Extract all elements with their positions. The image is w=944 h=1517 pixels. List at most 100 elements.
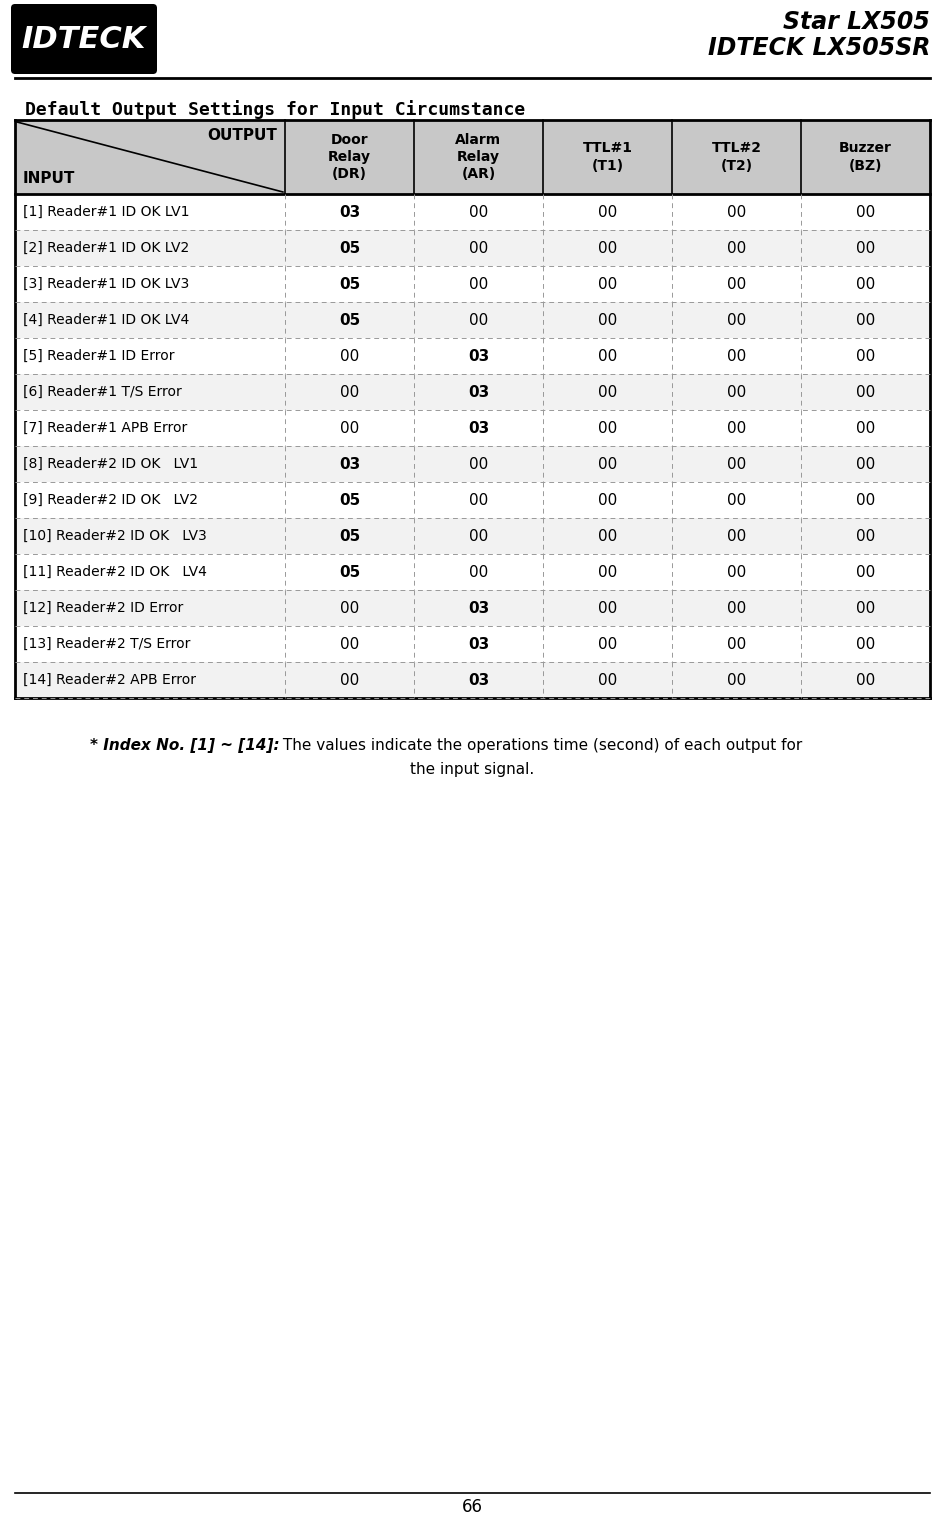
Text: 00: 00 <box>340 349 359 364</box>
Text: 05: 05 <box>339 564 360 579</box>
Text: 00: 00 <box>855 420 874 435</box>
Text: 00: 00 <box>468 528 487 543</box>
Text: 00: 00 <box>468 205 487 220</box>
Text: 00: 00 <box>855 205 874 220</box>
Text: 05: 05 <box>339 528 360 543</box>
Text: 00: 00 <box>855 672 874 687</box>
Text: [5] Reader#1 ID Error: [5] Reader#1 ID Error <box>23 349 175 363</box>
Bar <box>15 302 929 338</box>
Text: 03: 03 <box>467 420 489 435</box>
Text: 00: 00 <box>726 313 746 328</box>
Bar <box>15 375 929 410</box>
Bar <box>15 231 929 265</box>
Text: 00: 00 <box>598 420 616 435</box>
Text: 00: 00 <box>855 241 874 255</box>
Text: [7] Reader#1 APB Error: [7] Reader#1 APB Error <box>23 422 187 435</box>
Text: 00: 00 <box>598 564 616 579</box>
Text: 00: 00 <box>726 672 746 687</box>
Text: 00: 00 <box>468 241 487 255</box>
Text: 03: 03 <box>467 672 489 687</box>
Text: 00: 00 <box>598 384 616 399</box>
Text: [2] Reader#1 ID OK LV2: [2] Reader#1 ID OK LV2 <box>23 241 189 255</box>
Text: 00: 00 <box>726 457 746 472</box>
Text: 00: 00 <box>855 564 874 579</box>
Text: 05: 05 <box>339 276 360 291</box>
Text: TTL#2
(T2): TTL#2 (T2) <box>711 141 761 173</box>
Text: 00: 00 <box>855 493 874 508</box>
Text: 00: 00 <box>598 457 616 472</box>
Text: Door
Relay
(DR): Door Relay (DR) <box>328 132 371 182</box>
Text: 03: 03 <box>339 457 360 472</box>
Text: 00: 00 <box>726 528 746 543</box>
Text: 00: 00 <box>468 457 487 472</box>
Text: 00: 00 <box>468 493 487 508</box>
Text: 03: 03 <box>339 205 360 220</box>
Text: 00: 00 <box>855 601 874 616</box>
Text: 05: 05 <box>339 313 360 328</box>
Bar <box>15 554 929 590</box>
Text: 03: 03 <box>467 637 489 651</box>
Text: The values indicate the operations time (second) of each output for: The values indicate the operations time … <box>278 737 801 752</box>
Bar <box>15 194 929 231</box>
Text: 00: 00 <box>726 420 746 435</box>
Text: [10] Reader#2 ID OK   LV3: [10] Reader#2 ID OK LV3 <box>23 529 207 543</box>
Text: 03: 03 <box>467 349 489 364</box>
Text: 00: 00 <box>340 420 359 435</box>
Bar <box>15 627 929 661</box>
Text: [13] Reader#2 T/S Error: [13] Reader#2 T/S Error <box>23 637 190 651</box>
Text: [9] Reader#2 ID OK   LV2: [9] Reader#2 ID OK LV2 <box>23 493 198 507</box>
Text: 00: 00 <box>340 637 359 651</box>
Text: [8] Reader#2 ID OK   LV1: [8] Reader#2 ID OK LV1 <box>23 457 198 470</box>
Text: 00: 00 <box>598 349 616 364</box>
Text: 00: 00 <box>726 564 746 579</box>
Text: 00: 00 <box>468 313 487 328</box>
Text: [11] Reader#2 ID OK   LV4: [11] Reader#2 ID OK LV4 <box>23 564 207 579</box>
Text: [1] Reader#1 ID OK LV1: [1] Reader#1 ID OK LV1 <box>23 205 190 218</box>
Bar <box>15 661 929 698</box>
Text: 00: 00 <box>855 276 874 291</box>
Text: the input signal.: the input signal. <box>410 762 533 777</box>
Bar <box>15 590 929 627</box>
Text: 00: 00 <box>598 672 616 687</box>
Text: 00: 00 <box>340 672 359 687</box>
Text: 00: 00 <box>340 601 359 616</box>
Text: 00: 00 <box>726 601 746 616</box>
Text: 05: 05 <box>339 241 360 255</box>
Text: 00: 00 <box>726 637 746 651</box>
Text: 00: 00 <box>726 241 746 255</box>
Text: Buzzer
(BZ): Buzzer (BZ) <box>838 141 891 173</box>
Text: * Index No. [1] ~ [14]:: * Index No. [1] ~ [14]: <box>90 737 279 752</box>
Text: [14] Reader#2 APB Error: [14] Reader#2 APB Error <box>23 674 195 687</box>
Text: 03: 03 <box>467 384 489 399</box>
Text: 00: 00 <box>598 601 616 616</box>
Text: 00: 00 <box>855 528 874 543</box>
Text: [12] Reader#2 ID Error: [12] Reader#2 ID Error <box>23 601 183 614</box>
Text: 00: 00 <box>726 349 746 364</box>
Text: Star LX505: Star LX505 <box>783 11 929 33</box>
Bar <box>15 446 929 482</box>
Text: 00: 00 <box>598 313 616 328</box>
Bar <box>15 482 929 517</box>
Text: IDTECK: IDTECK <box>22 24 146 53</box>
Text: TTL#1
(T1): TTL#1 (T1) <box>582 141 632 173</box>
Text: [3] Reader#1 ID OK LV3: [3] Reader#1 ID OK LV3 <box>23 278 189 291</box>
Text: OUTPUT: OUTPUT <box>207 127 277 143</box>
Text: 00: 00 <box>598 637 616 651</box>
Text: 00: 00 <box>468 276 487 291</box>
Text: 00: 00 <box>855 313 874 328</box>
Text: 00: 00 <box>468 564 487 579</box>
Text: 00: 00 <box>726 493 746 508</box>
Text: 66: 66 <box>461 1497 482 1515</box>
Text: Alarm
Relay
(AR): Alarm Relay (AR) <box>455 132 501 182</box>
Bar <box>15 410 929 446</box>
Bar <box>15 120 929 194</box>
Text: 00: 00 <box>598 205 616 220</box>
Text: 00: 00 <box>855 637 874 651</box>
Text: IDTECK LX505SR: IDTECK LX505SR <box>707 36 929 61</box>
Text: 00: 00 <box>340 384 359 399</box>
Text: INPUT: INPUT <box>23 171 76 187</box>
Text: 00: 00 <box>598 528 616 543</box>
Text: 00: 00 <box>598 241 616 255</box>
Text: 00: 00 <box>855 349 874 364</box>
Text: 00: 00 <box>855 457 874 472</box>
